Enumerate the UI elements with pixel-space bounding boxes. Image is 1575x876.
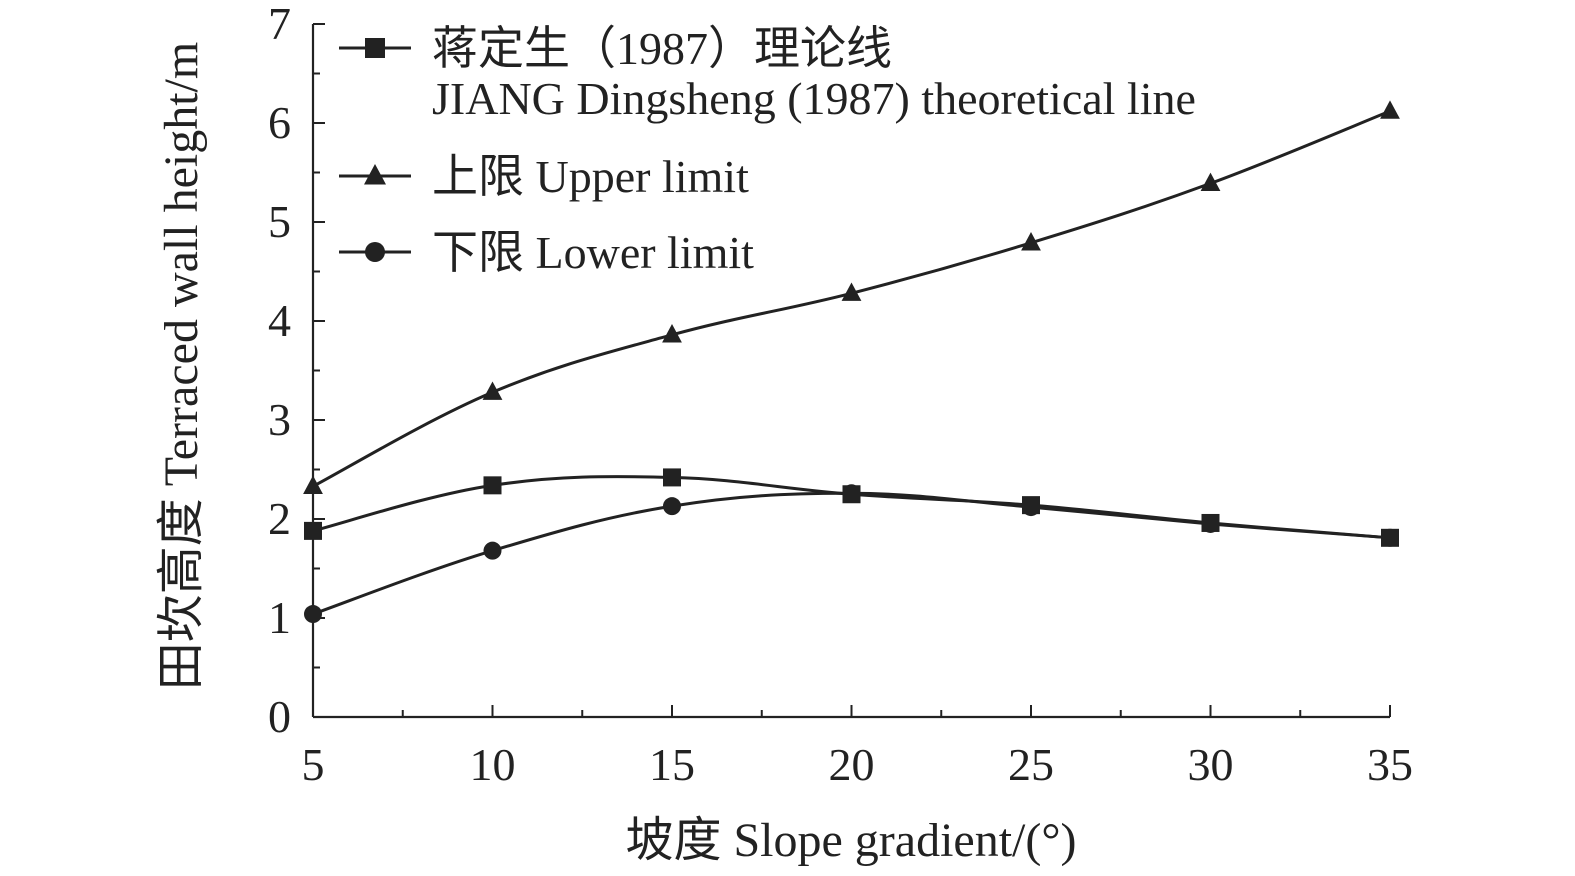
- legend-label-0: 蒋定生（1987）理论线: [432, 23, 892, 74]
- y-tick-label: 1: [268, 592, 291, 643]
- data-point-1: [662, 324, 682, 343]
- data-point-2: [1022, 498, 1040, 517]
- legend-marker-2: [365, 242, 385, 262]
- x-tick-label: 10: [470, 739, 516, 790]
- series-line-2: [312, 491, 1391, 616]
- x-tick-label: 30: [1188, 739, 1234, 790]
- x-tick-label: 25: [1008, 739, 1054, 790]
- y-tick-label: 2: [268, 493, 291, 544]
- y-tick-label: 0: [268, 691, 291, 742]
- data-point-2: [1381, 528, 1399, 547]
- x-tick-label: 35: [1367, 739, 1413, 790]
- data-point-1: [303, 475, 323, 494]
- x-tick-label: 5: [302, 739, 325, 790]
- data-point-1: [841, 282, 862, 301]
- x-axis-title: 坡度 Slope gradient/(°): [625, 814, 1076, 867]
- data-point-2: [483, 541, 502, 560]
- legend-label-0-english: JIANG Dingsheng (1987) theoretical line: [432, 73, 1196, 124]
- data-point-0: [304, 521, 322, 540]
- data-point-1: [482, 381, 503, 400]
- y-tick-label: 7: [268, 0, 291, 49]
- data-point-1: [1200, 172, 1221, 192]
- axes: 0 1 2 3 4 5 6 7 5 10 15 20 25 30 35: [268, 0, 1413, 790]
- legend-label-2: 下限 Lower limit: [432, 227, 754, 278]
- data-point-2: [842, 484, 861, 503]
- data-point-0: [483, 476, 502, 495]
- legend-label-1: 上限 Upper limit: [432, 151, 749, 202]
- y-tick-label: 5: [268, 196, 291, 247]
- data-point-1: [1380, 100, 1400, 119]
- legend-marker-0: [365, 38, 385, 58]
- y-axis-title: 田坎高度 Terraced wall height/m: [155, 42, 208, 690]
- series-layer: [303, 100, 1400, 624]
- y-tick-label: 3: [268, 394, 291, 445]
- x-tick-label: 20: [829, 739, 875, 790]
- data-point-1: [1021, 231, 1041, 251]
- data-point-0: [663, 468, 681, 487]
- data-point-2: [304, 605, 322, 624]
- y-tick-label: 4: [268, 295, 291, 346]
- data-point-2: [1201, 514, 1220, 533]
- legend-marker-1: [364, 164, 386, 185]
- x-tick-label: 15: [649, 739, 695, 790]
- data-point-2: [663, 497, 681, 516]
- y-tick-label: 6: [268, 97, 291, 148]
